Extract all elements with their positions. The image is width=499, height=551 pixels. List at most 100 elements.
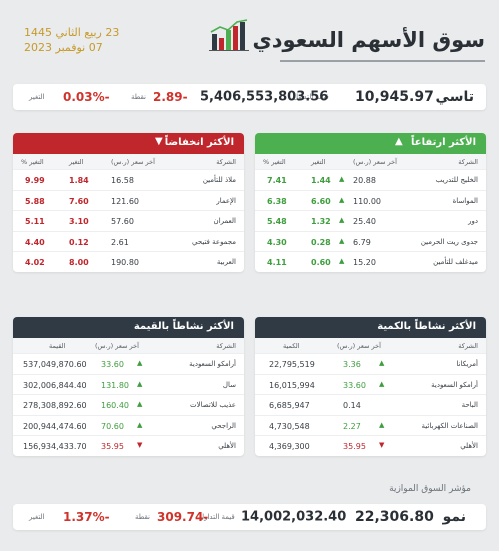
company-name: المواساة bbox=[452, 196, 478, 205]
nomu-points-label: نقطة bbox=[135, 513, 150, 521]
nomu-change-label: التغير bbox=[29, 513, 45, 521]
company-name: عذيب للاتصالات bbox=[190, 401, 236, 410]
table-row[interactable]: الباحة 0.14 6,685,947 bbox=[255, 394, 486, 415]
table-row[interactable]: مجموعة فتيحي 2.61 0.12 4.40 bbox=[13, 230, 244, 252]
tasi-points: 2.89- bbox=[153, 90, 188, 104]
last-price: 33.60 bbox=[343, 380, 366, 390]
table-row[interactable]: عذيب للاتصالات 160.40 ▲ 278,308,892.60 bbox=[13, 394, 244, 415]
tasi-turnover-label: قيمة التداول bbox=[293, 93, 329, 101]
table-row[interactable]: جدوى ريت الحرمين 6.79 ▲ 0.28 4.30 bbox=[255, 230, 486, 252]
tasi-change: 0.03%- bbox=[63, 90, 110, 104]
change-value: 6.60 bbox=[311, 196, 331, 206]
top-losers-columns: الشركة آخر سعر (ر.س) التغير التغير % bbox=[13, 154, 244, 169]
company-name: الراجحي bbox=[211, 421, 236, 430]
arrow-up-icon: ▲ bbox=[379, 359, 385, 367]
company-name: سال bbox=[222, 380, 236, 389]
nomu-turnover: 14,002,032.40 bbox=[241, 509, 347, 525]
last-price: 15.20 bbox=[353, 258, 376, 268]
top-gainers-panel: الأكثر ارتفاعاً ▲ الشركة آخر سعر (ر.س) ا… bbox=[255, 133, 486, 272]
tasi-value: 10,945.97 bbox=[355, 89, 434, 105]
table-row[interactable]: أرامكو السعودية 33.60 ▲ 16,015,994 bbox=[255, 373, 486, 395]
last-price: 16.58 bbox=[111, 176, 134, 185]
arrow-up-icon: ▲ bbox=[339, 195, 345, 204]
company-name: الأهلي bbox=[460, 442, 478, 451]
most-active-qty-header[interactable]: الأكثر نشاطاً بالكمية bbox=[255, 317, 486, 338]
last-price: 6.79 bbox=[353, 237, 371, 247]
quantity-value: 6,685,947 bbox=[269, 401, 310, 411]
table-row[interactable]: دور 25.40 ▲ 1.32 5.48 bbox=[255, 210, 486, 231]
last-price: 33.60 bbox=[101, 360, 124, 369]
last-price: 3.36 bbox=[343, 360, 361, 369]
table-row[interactable]: الخليج للتدريب 20.88 ▲ 1.44 7.41 bbox=[255, 169, 486, 190]
change-percent: 4.40 bbox=[25, 237, 45, 247]
table-row[interactable]: أرامكو السعودية 33.60 ▲ 537,049,870.60 bbox=[13, 353, 244, 374]
table-row[interactable]: سال 131.80 ▲ 302,006,844.40 bbox=[13, 373, 244, 395]
table-row[interactable]: الإعمار 121.60 7.60 5.88 bbox=[13, 189, 244, 211]
col-pct: التغير % bbox=[21, 158, 44, 166]
nomu-change: 1.37%- bbox=[63, 510, 110, 524]
tasi-points-label: نقطة bbox=[131, 93, 146, 101]
traded-value: 156,934,433.70 bbox=[23, 442, 87, 452]
table-row[interactable]: الراجحي 70.60 ▲ 200,944,474.60 bbox=[13, 414, 244, 436]
col-price: آخر سعر (ر.س) bbox=[337, 342, 381, 350]
top-gainers-title: الأكثر ارتفاعاً bbox=[411, 137, 476, 148]
last-price: 160.40 bbox=[101, 401, 129, 411]
change-percent: 4.11 bbox=[267, 258, 287, 268]
change-percent: 4.02 bbox=[25, 258, 45, 268]
title-underline bbox=[280, 60, 485, 62]
tasi-index-bar: تاسي 10,945.97 قيمة التداول 5,406,553,80… bbox=[13, 84, 486, 110]
page-title: سوق الأسهم السعودي bbox=[252, 28, 485, 52]
table-row[interactable]: المواساة 110.00 ▲ 6.60 6.38 bbox=[255, 189, 486, 211]
last-price: 20.88 bbox=[353, 176, 376, 185]
table-row[interactable]: العمران 57.60 3.10 5.11 bbox=[13, 210, 244, 231]
most-active-qty-columns: الشركة آخر سعر (ر.س) الكمية bbox=[255, 338, 486, 353]
most-active-value-panel: الأكثر نشاطاً بالقيمة الشركة آخر سعر (ر.… bbox=[13, 317, 244, 456]
company-name: جدوى ريت الحرمين bbox=[420, 237, 478, 246]
table-row[interactable]: أمريكانا 3.36 ▲ 22,795,519 bbox=[255, 353, 486, 374]
tasi-change-label: التغير bbox=[29, 93, 45, 101]
top-losers-header[interactable]: الأكثر انخفاضاً ▼ bbox=[13, 133, 244, 154]
top-losers-panel: الأكثر انخفاضاً ▼ الشركة آخر سعر (ر.س) ا… bbox=[13, 133, 244, 272]
table-row[interactable]: الأهلي 35.95 ▼ 156,934,433.70 bbox=[13, 435, 244, 456]
col-company: الشركة bbox=[458, 158, 478, 166]
table-row[interactable]: الأهلي 35.95 ▼ 4,369,300 bbox=[255, 435, 486, 456]
quantity-value: 4,730,548 bbox=[269, 421, 310, 431]
table-row[interactable]: الصناعات الكهربائية 2.27 ▲ 4,730,548 bbox=[255, 414, 486, 436]
change-percent: 6.38 bbox=[267, 196, 287, 206]
last-price: 110.00 bbox=[353, 196, 381, 206]
company-name: الصناعات الكهربائية bbox=[421, 421, 478, 430]
nomu-points: 309.74- bbox=[157, 510, 209, 524]
col-price: آخر سعر (ر.س) bbox=[353, 158, 397, 166]
table-row[interactable]: ملاذ للتأمين 16.58 1.84 9.99 bbox=[13, 169, 244, 190]
company-name: أرامكو السعودية bbox=[431, 380, 478, 389]
last-price: 57.60 bbox=[111, 217, 134, 227]
arrow-up-icon: ▲ bbox=[137, 400, 143, 409]
arrow-up-icon: ▲ bbox=[379, 420, 385, 429]
change-value: 8.00 bbox=[69, 258, 89, 268]
tasi-name: تاسي bbox=[435, 89, 474, 105]
change-value: 1.84 bbox=[69, 176, 89, 185]
last-price: 131.80 bbox=[101, 380, 129, 390]
table-row[interactable]: العربية 190.80 8.00 4.02 bbox=[13, 251, 244, 272]
last-price: 70.60 bbox=[101, 421, 124, 431]
change-percent: 4.30 bbox=[267, 237, 287, 247]
traded-value: 302,006,844.40 bbox=[23, 380, 87, 390]
top-gainers-header[interactable]: الأكثر ارتفاعاً ▲ bbox=[255, 133, 486, 154]
arrow-up-icon: ▲ bbox=[339, 257, 345, 266]
quantity-value: 22,795,519 bbox=[269, 360, 315, 369]
change-value: 7.60 bbox=[69, 196, 89, 206]
company-name: الأهلي bbox=[218, 442, 236, 451]
most-active-value-header[interactable]: الأكثر نشاطاً بالقيمة bbox=[13, 317, 244, 338]
change-value: 1.32 bbox=[311, 217, 331, 227]
table-row[interactable]: ميدغلف للتأمين 15.20 ▲ 0.60 4.11 bbox=[255, 251, 486, 272]
chart-bars-icon bbox=[209, 19, 249, 51]
arrow-up-icon: ▲ bbox=[339, 175, 345, 183]
change-percent: 9.99 bbox=[25, 176, 45, 185]
col-change: التغير bbox=[311, 158, 326, 166]
col-pct: التغير % bbox=[263, 158, 286, 166]
date-hijri: 23 ربيع الثاني 1445 bbox=[24, 26, 120, 39]
change-value: 0.12 bbox=[69, 237, 89, 247]
arrow-down-icon: ▼ bbox=[379, 441, 385, 450]
most-active-qty-title: الأكثر نشاطاً بالكمية bbox=[377, 321, 476, 332]
chevron-down-icon: ▼ bbox=[155, 136, 163, 147]
